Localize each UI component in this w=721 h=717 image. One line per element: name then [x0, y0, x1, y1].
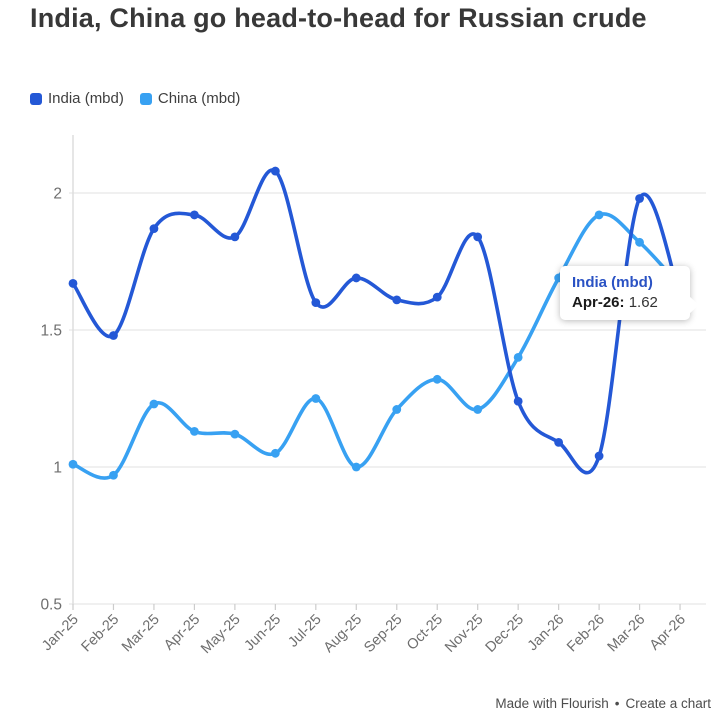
- legend-label-china: China (mbd): [157, 90, 241, 107]
- data-point-india-Jun-25[interactable]: [270, 166, 280, 176]
- data-point-india-Nov-25[interactable]: [473, 232, 483, 242]
- footer-separator: •: [614, 696, 620, 711]
- data-point-china-Dec-25[interactable]: [513, 353, 523, 362]
- x-tick-label: Jan-25: [39, 612, 82, 655]
- data-point-china-Jan-25[interactable]: [68, 459, 78, 469]
- x-tick-label: Mar-25: [119, 612, 163, 656]
- data-point-india-Mar-26[interactable]: [635, 194, 644, 203]
- x-tick-label: Nov-25: [442, 612, 486, 656]
- tooltip-category: Apr-26:: [572, 294, 625, 311]
- data-point-india-Aug-25[interactable]: [351, 273, 361, 283]
- x-tick-label: May-25: [198, 612, 244, 658]
- data-point-china-Apr-25[interactable]: [190, 426, 199, 436]
- tooltip-value-row: Apr-26: 1.62: [572, 294, 678, 311]
- x-tick-label: Jun-25: [242, 612, 285, 655]
- india-line: [71, 168, 682, 475]
- x-tick-label: Aug-25: [321, 612, 365, 656]
- x-tick-label: Feb-25: [78, 612, 122, 656]
- data-point-india-Mar-25[interactable]: [149, 224, 159, 234]
- x-tick-label: Oct-25: [404, 612, 446, 654]
- x-tick-label: Sep-25: [361, 612, 405, 656]
- data-point-india-Jul-25[interactable]: [311, 298, 321, 307]
- data-point-india-Jan-25[interactable]: [68, 279, 78, 288]
- tooltip-series-name: India (mbd): [572, 274, 653, 291]
- tooltip-value: 1.62: [628, 294, 658, 311]
- legend-label-india: India (mbd): [48, 90, 124, 107]
- data-point-india-Oct-25[interactable]: [432, 292, 442, 302]
- data-point-india-Feb-26[interactable]: [594, 451, 604, 461]
- legend-item-china[interactable]: China (mbd): [139, 90, 241, 107]
- chart-area: 0.5 1 1.5 2 Jan-25 Feb-25 Mar-25 Apr-25 May-25 Ju…: [0, 120, 721, 680]
- line-chart: 0.511.52Jan-25Feb-25Mar-25Apr-25May-25Ju…: [39, 135, 706, 658]
- x-tick-label: Apr-26: [647, 612, 689, 654]
- legend: India (mbd) China (mbd): [30, 90, 240, 107]
- data-point-china-Feb-25[interactable]: [109, 470, 118, 480]
- data-point-china-Jul-25[interactable]: [311, 394, 321, 403]
- x-tick-label: Jan-26: [525, 612, 568, 655]
- data-point-china-Sep-25[interactable]: [392, 405, 402, 414]
- data-point-india-Jan-26[interactable]: [554, 437, 564, 447]
- y-tick-label: 1: [53, 459, 62, 476]
- data-point-china-Feb-26[interactable]: [594, 210, 604, 220]
- made-with-flourish-link[interactable]: Made with Flourish: [495, 696, 609, 711]
- x-tick-label: Mar-26: [605, 612, 649, 656]
- y-tick-label: 2: [53, 185, 62, 202]
- tooltip: India (mbd) Apr-26: 1.62: [560, 266, 699, 320]
- data-point-india-Feb-25[interactable]: [109, 331, 118, 340]
- data-point-china-Jun-25[interactable]: [270, 448, 280, 458]
- data-point-china-Mar-25[interactable]: [149, 399, 159, 409]
- data-point-china-Nov-25[interactable]: [473, 405, 483, 414]
- x-tick-label: Jul-25: [285, 612, 324, 651]
- y-tick-label: 1.5: [40, 322, 62, 339]
- x-tick-label: Feb-26: [564, 612, 608, 656]
- data-point-china-Mar-26[interactable]: [635, 237, 644, 247]
- china-line: [71, 212, 682, 480]
- x-tick-label: Apr-25: [161, 612, 203, 654]
- data-point-india-May-25[interactable]: [230, 232, 240, 242]
- create-a-chart-link[interactable]: Create a chart: [625, 696, 711, 711]
- chart-title: India, China go head-to-head for Russian…: [30, 3, 647, 33]
- tooltip-arrow-icon: [689, 296, 699, 314]
- china-legend-swatch-icon: [139, 92, 152, 105]
- y-tick-label: 0.5: [40, 596, 62, 613]
- data-point-india-Apr-25[interactable]: [190, 210, 199, 220]
- x-tick-label: Dec-25: [483, 612, 527, 656]
- data-point-india-Dec-25[interactable]: [513, 396, 523, 406]
- attribution-footer: Made with Flourish • Create a chart: [495, 696, 711, 711]
- data-point-china-Aug-25[interactable]: [351, 462, 361, 472]
- legend-item-india[interactable]: India (mbd): [30, 90, 124, 107]
- data-point-china-May-25[interactable]: [230, 429, 240, 439]
- data-point-india-Sep-25[interactable]: [392, 295, 402, 305]
- data-point-china-Oct-25[interactable]: [432, 374, 442, 384]
- india-legend-swatch-icon: [30, 92, 42, 105]
